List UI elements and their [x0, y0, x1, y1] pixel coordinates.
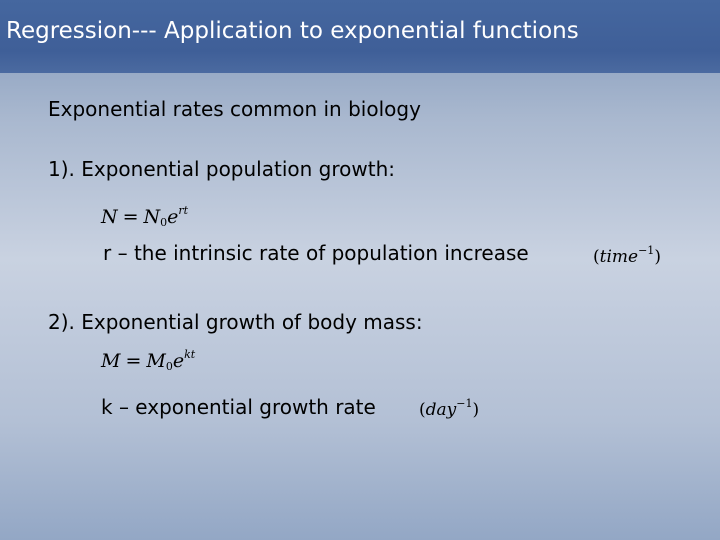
slide-title: Regression--- Application to exponential…: [6, 18, 579, 44]
equation-equals: =: [122, 206, 139, 228]
unit-name: time: [599, 247, 639, 267]
unit-open-paren: (: [593, 247, 600, 267]
slide-heading: Exponential rates common in biology: [48, 97, 421, 121]
unit-day-inverse: (day−1): [419, 397, 479, 420]
equation-equals: =: [125, 350, 142, 372]
equation-subscript: 0: [160, 216, 168, 229]
equation-subscript: 0: [165, 360, 173, 373]
equation-base: N: [143, 206, 161, 228]
unit-power: −1: [456, 397, 473, 410]
unit-close-paren: ): [654, 247, 661, 267]
unit-time-inverse: (time−1): [593, 244, 661, 267]
list-item-population-growth: 1). Exponential population growth:: [48, 157, 395, 181]
unit-power: −1: [638, 244, 655, 257]
equation-lhs: M: [101, 350, 121, 372]
equation-base: M: [146, 350, 166, 372]
unit-open-paren: (: [419, 400, 426, 420]
equation-exponent: kt: [184, 348, 196, 361]
equation-e: e: [172, 350, 185, 372]
equation-lhs: N: [101, 206, 118, 228]
unit-name: day: [425, 400, 457, 420]
list-item-body-mass-growth: 2). Exponential growth of body mass:: [48, 310, 423, 334]
equation-e: e: [167, 206, 179, 228]
equation-body-mass-growth: M = M0ekt: [101, 348, 195, 373]
unit-close-paren: ): [472, 400, 480, 420]
title-bar: Regression--- Application to exponential…: [0, 0, 720, 73]
definition-k: k – exponential growth rate: [101, 395, 376, 419]
equation-population-growth: N = N0ert: [101, 204, 188, 229]
definition-r: r – the intrinsic rate of population inc…: [103, 241, 529, 265]
equation-exponent: rt: [178, 204, 189, 217]
